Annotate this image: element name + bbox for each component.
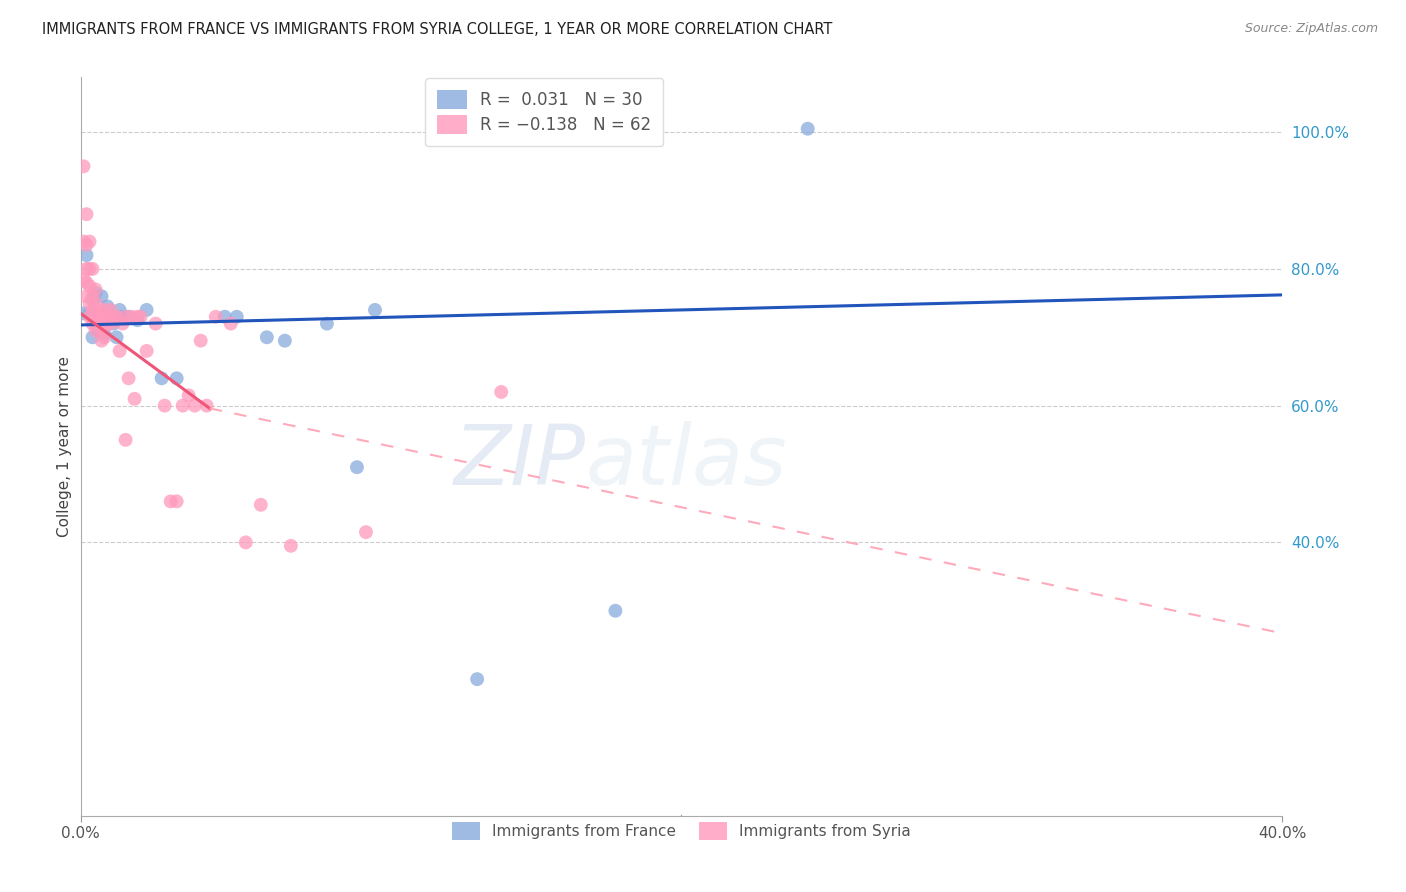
Point (76, 261, 98, 276)
Point (489, 384, 512, 399)
Point (195, 399, 218, 413)
Y-axis label: College, 1 year or more: College, 1 year or more (58, 356, 72, 537)
Point (82, 302, 104, 317)
Point (108, 343, 131, 358)
Point (127, 313, 149, 327)
Point (605, 604, 627, 618)
Point (84, 310, 107, 324)
Point (87, 302, 110, 317)
Point (90, 323, 112, 337)
Point (96, 317, 118, 331)
Text: IMMIGRANTS FROM FRANCE VS IMMIGRANTS FROM SYRIA COLLEGE, 1 YEAR OR MORE CORRELAT: IMMIGRANTS FROM FRANCE VS IMMIGRANTS FRO… (42, 22, 832, 37)
Point (219, 317, 242, 331)
Point (465, 672, 488, 686)
Point (364, 302, 387, 317)
Point (87, 323, 110, 337)
Point (354, 525, 377, 540)
Point (72, 306, 94, 320)
Point (76, 276, 98, 290)
Point (90, 334, 112, 348)
Point (111, 317, 134, 331)
Point (346, 460, 368, 475)
Point (249, 498, 271, 512)
Point (117, 310, 139, 324)
Point (82, 293, 104, 307)
Point (145, 317, 167, 331)
Point (93, 326, 115, 341)
Point (82, 330, 104, 344)
Point (135, 302, 157, 317)
Point (84, 296, 107, 310)
Point (76, 248, 98, 262)
Point (129, 310, 152, 324)
Point (256, 330, 278, 344)
Point (100, 317, 122, 331)
Point (100, 310, 122, 324)
Point (108, 302, 131, 317)
Point (84, 285, 107, 300)
Point (76, 238, 98, 252)
Point (111, 310, 134, 324)
Point (72, 159, 94, 173)
Point (274, 334, 297, 348)
Point (90, 289, 112, 303)
Point (235, 535, 257, 549)
Text: ZIP: ZIP (453, 421, 585, 502)
Point (124, 392, 146, 406)
Point (159, 494, 181, 508)
Point (121, 310, 143, 324)
Point (79, 296, 101, 310)
Point (96, 300, 118, 314)
Point (79, 306, 101, 320)
Point (84, 282, 107, 296)
Point (103, 310, 125, 324)
Point (100, 310, 122, 324)
Point (93, 302, 115, 317)
Point (72, 272, 94, 286)
Point (172, 399, 194, 413)
Point (117, 371, 139, 385)
Point (214, 310, 236, 324)
Point (166, 494, 188, 508)
Point (204, 310, 226, 324)
Point (79, 235, 101, 249)
Point (153, 399, 176, 413)
Point (76, 207, 98, 221)
Point (79, 279, 101, 293)
Point (87, 310, 110, 324)
Point (183, 399, 205, 413)
Point (84, 323, 107, 337)
Point (82, 261, 104, 276)
Point (127, 310, 149, 324)
Point (93, 317, 115, 331)
Point (79, 310, 101, 324)
Point (135, 343, 157, 358)
Point (96, 310, 118, 324)
Point (82, 289, 104, 303)
Point (114, 310, 136, 324)
Point (103, 317, 125, 331)
Point (166, 371, 188, 385)
Point (150, 371, 173, 385)
Point (177, 388, 200, 402)
Point (796, 121, 818, 136)
Point (225, 310, 247, 324)
Point (79, 261, 101, 276)
Point (105, 310, 128, 324)
Point (105, 330, 128, 344)
Point (82, 317, 104, 331)
Point (316, 317, 339, 331)
Text: Source: ZipAtlas.com: Source: ZipAtlas.com (1244, 22, 1378, 36)
Point (93, 330, 115, 344)
Point (76, 289, 98, 303)
Point (100, 302, 122, 317)
Point (190, 334, 212, 348)
Point (72, 235, 94, 249)
Point (114, 433, 136, 447)
Point (90, 310, 112, 324)
Point (280, 539, 302, 553)
Text: atlas: atlas (585, 421, 787, 502)
Legend: R =  0.031   N = 30, R = −0.138   N = 62: R = 0.031 N = 30, R = −0.138 N = 62 (426, 78, 664, 146)
